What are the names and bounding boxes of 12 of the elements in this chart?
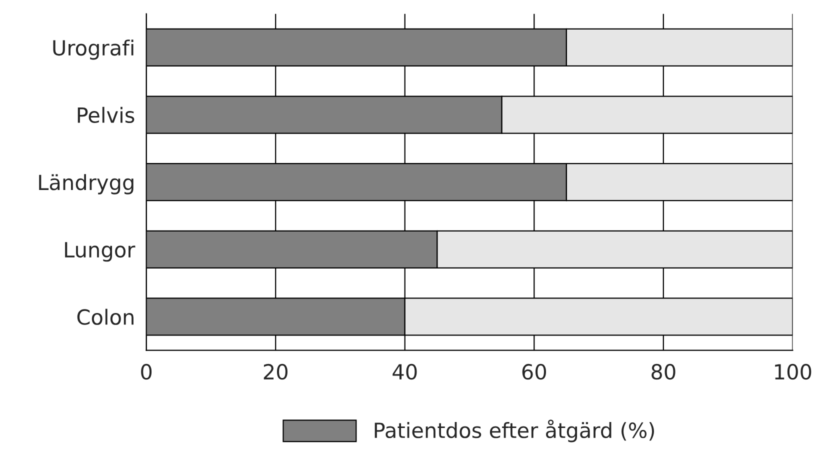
x-tick-label: 60 [522,364,546,380]
x-tick-label: 20 [264,364,288,380]
x-tick-label: 100 [775,364,812,380]
y-tick-label: Urografi [53,40,134,60]
x-tick-label: 80 [652,364,676,380]
y-tick-label: Pelvis [78,106,134,123]
y-tick-label: Ländrygg [39,174,134,194]
legend-label: Patientdos efter åtgärd (%) [374,420,654,442]
x-tick-label: 0 [141,364,152,380]
y-tick-label: Lungor [65,242,136,262]
y-tick-label: Colon [77,308,134,325]
x-tick-label: 40 [392,364,417,380]
